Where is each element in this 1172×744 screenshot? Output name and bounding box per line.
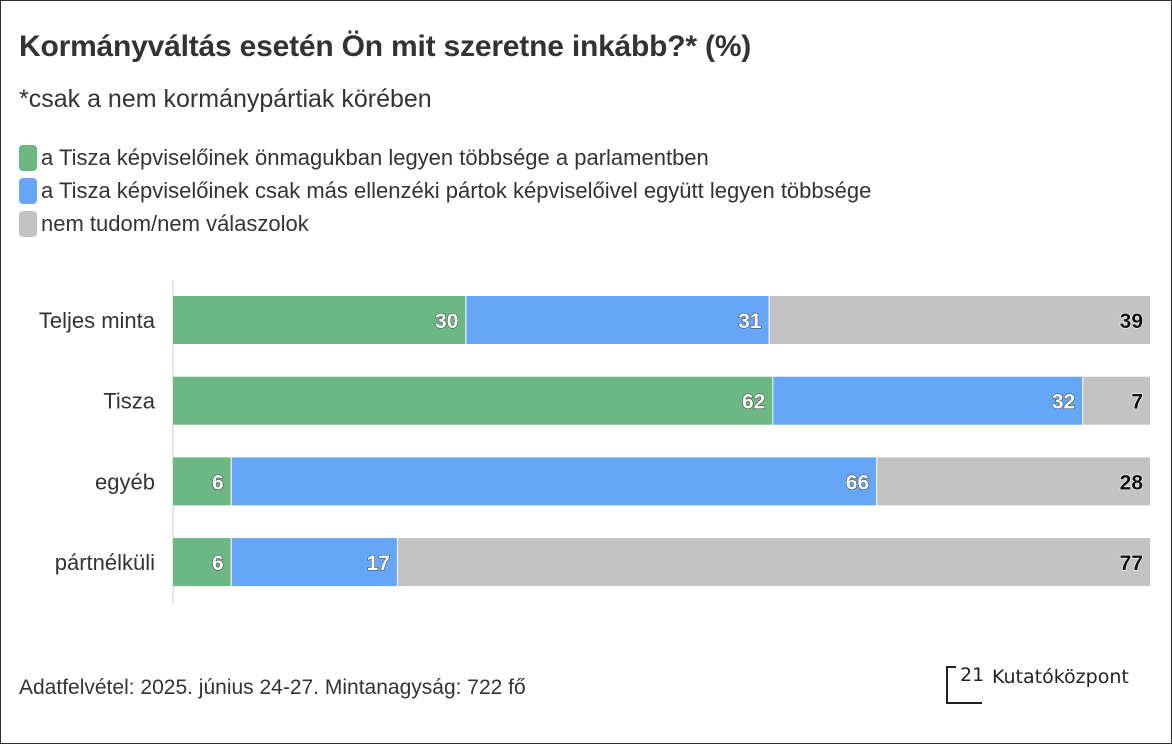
- logo-mark: 21: [946, 664, 985, 704]
- bar-3-2: [397, 538, 1150, 587]
- data-label-1-2: 7: [1131, 391, 1143, 414]
- legend-item-2: nem tudom/nem válaszolok: [19, 207, 871, 240]
- data-label-0-2: 39: [1120, 310, 1143, 333]
- category-label-0: Teljes minta: [39, 308, 156, 333]
- data-label-1-1: 32: [1052, 391, 1075, 414]
- bar-1-1: [773, 376, 1083, 425]
- chart-title: Kormányváltás esetén Ön mit szeretne ink…: [19, 30, 752, 63]
- source-note: Adatfelvétel: 2025. június 24-27. Mintan…: [19, 676, 526, 699]
- data-label-2-2: 28: [1120, 471, 1144, 494]
- bar-0-2: [769, 296, 1150, 344]
- category-label-2: egyéb: [95, 469, 155, 494]
- logo-number: 21: [960, 664, 985, 686]
- data-label-2-0: 6: [212, 471, 224, 494]
- data-label-3-1: 17: [367, 552, 390, 575]
- bar-3-0: [173, 538, 231, 587]
- legend-item-0: a Tisza képviselőinek önmagukban legyen …: [19, 141, 871, 174]
- bar-0-1: [466, 296, 769, 344]
- legend-swatch-1: [19, 177, 37, 204]
- legend-swatch-0: [19, 144, 37, 171]
- legend: a Tisza képviselőinek önmagukban legyen …: [19, 141, 871, 240]
- chart-subtitle: *csak a nem kormánypártiak körében: [19, 85, 432, 113]
- bar-2-1: [231, 457, 877, 506]
- legend-swatch-2: [19, 210, 37, 237]
- category-label-1: Tisza: [103, 389, 156, 414]
- bar-0-0: [173, 296, 466, 344]
- data-label-0-0: 30: [435, 310, 458, 333]
- bar-1-0: [173, 376, 773, 425]
- legend-label-0: a Tisza képviselőinek önmagukban legyen …: [41, 144, 709, 170]
- bar-3-1: [231, 538, 397, 587]
- legend-item-1: a Tisza képviselőinek csak más ellenzéki…: [19, 174, 871, 207]
- bar-1-2: [1083, 376, 1150, 425]
- data-label-3-0: 6: [212, 552, 224, 575]
- logo-corner-top-icon: [946, 666, 956, 668]
- category-label-3: pártnélküli: [55, 550, 155, 575]
- legend-label-2: nem tudom/nem válaszolok: [41, 210, 309, 236]
- data-label-0-1: 31: [738, 310, 762, 333]
- brand-logo: 21 Kutatóközpont: [946, 664, 1129, 706]
- bar-2-2: [877, 457, 1150, 506]
- logo-corner-icon: [946, 666, 982, 704]
- legend-label-1: a Tisza képviselőinek csak más ellenzéki…: [41, 177, 872, 203]
- bar-2-0: [173, 457, 231, 506]
- logo-name: Kutatóközpont: [992, 666, 1129, 688]
- data-label-3-2: 77: [1120, 552, 1143, 575]
- data-label-2-1: 66: [846, 471, 869, 494]
- data-label-1-0: 62: [742, 391, 765, 414]
